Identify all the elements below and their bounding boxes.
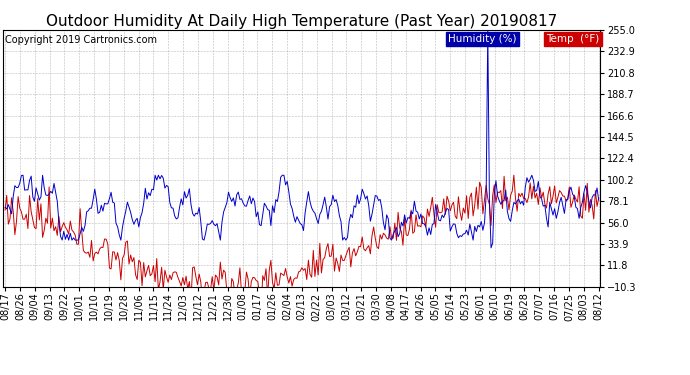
Text: Humidity (%): Humidity (%) [448,34,517,44]
Text: Copyright 2019 Cartronics.com: Copyright 2019 Cartronics.com [5,35,157,45]
Text: Temp  (°F): Temp (°F) [546,34,600,44]
Title: Outdoor Humidity At Daily High Temperature (Past Year) 20190817: Outdoor Humidity At Daily High Temperatu… [46,14,558,29]
